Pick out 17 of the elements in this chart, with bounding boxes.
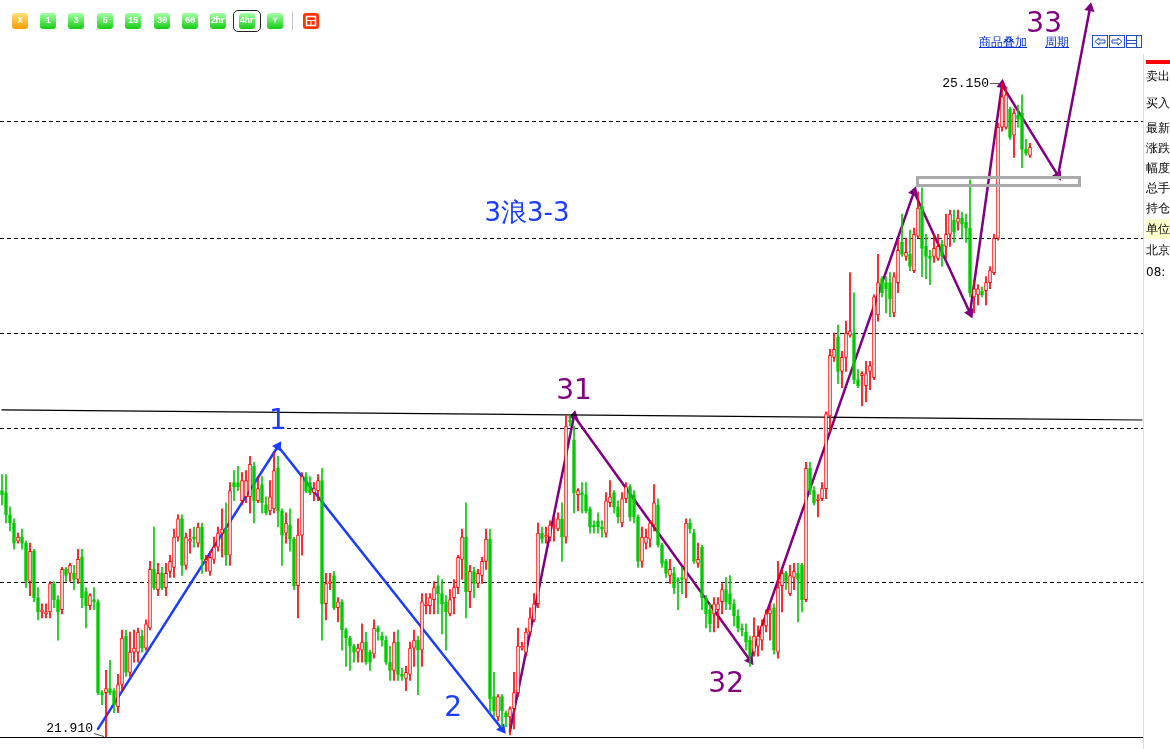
annotation: 3浪3-3	[484, 196, 570, 227]
annotation: 2	[444, 690, 462, 724]
field-label: 单位	[1145, 219, 1170, 239]
field-label: 买入	[1145, 95, 1170, 112]
field-label: 卖出	[1145, 68, 1170, 85]
annotation: 25.150	[942, 75, 989, 91]
field-label: 08:	[1145, 264, 1167, 281]
annotation: 32	[708, 665, 744, 699]
annotation: 1	[269, 403, 287, 437]
field-label: 北京	[1145, 242, 1170, 259]
field-label: 涨跌	[1145, 140, 1170, 157]
field-label: 幅度	[1145, 160, 1170, 177]
annotation: 31	[556, 372, 592, 406]
annotation: 21.910	[46, 721, 93, 737]
field-label: 总手	[1145, 180, 1170, 197]
field-label: 最新	[1145, 120, 1170, 137]
field-label: 持仓	[1145, 200, 1170, 217]
